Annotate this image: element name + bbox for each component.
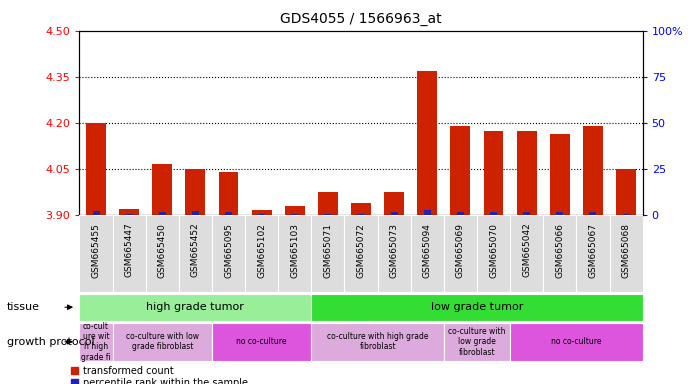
- Text: GSM665067: GSM665067: [589, 223, 598, 278]
- Text: co-culture with low
grade fibroblast: co-culture with low grade fibroblast: [126, 332, 199, 351]
- Bar: [490, 212, 497, 215]
- Bar: [192, 212, 199, 215]
- Text: tissue: tissue: [7, 302, 40, 312]
- Bar: [79, 323, 113, 361]
- Text: no co-culture: no co-culture: [236, 337, 287, 346]
- Bar: [345, 215, 377, 292]
- Bar: [292, 214, 299, 215]
- Bar: [252, 210, 272, 215]
- Bar: [278, 215, 312, 292]
- Bar: [444, 215, 477, 292]
- Bar: [225, 212, 232, 215]
- Bar: [510, 215, 543, 292]
- Bar: [318, 192, 338, 215]
- Text: GSM665071: GSM665071: [323, 223, 332, 278]
- Bar: [444, 323, 510, 361]
- Text: growth protocol: growth protocol: [7, 337, 95, 347]
- Bar: [616, 169, 636, 215]
- Bar: [79, 215, 113, 292]
- Bar: [86, 123, 106, 215]
- Text: co-culture with high grade
fibroblast: co-culture with high grade fibroblast: [327, 332, 428, 351]
- Bar: [377, 215, 410, 292]
- Text: GSM665095: GSM665095: [224, 223, 233, 278]
- Bar: [185, 169, 205, 215]
- Text: GSM665103: GSM665103: [290, 223, 299, 278]
- Bar: [410, 215, 444, 292]
- Bar: [212, 323, 312, 361]
- Text: GSM665068: GSM665068: [622, 223, 631, 278]
- Bar: [550, 134, 570, 215]
- Bar: [510, 323, 643, 361]
- Text: GDS4055 / 1566963_at: GDS4055 / 1566963_at: [281, 12, 442, 25]
- Bar: [312, 323, 444, 361]
- Bar: [351, 203, 371, 215]
- Bar: [457, 212, 464, 215]
- Bar: [312, 294, 643, 321]
- Bar: [126, 214, 133, 215]
- Text: GSM665069: GSM665069: [456, 223, 465, 278]
- Text: GSM665102: GSM665102: [257, 223, 266, 278]
- Text: co-cult
ure wit
h high
grade fi: co-cult ure wit h high grade fi: [81, 322, 111, 362]
- Bar: [543, 215, 576, 292]
- Bar: [609, 215, 643, 292]
- Bar: [113, 215, 146, 292]
- Bar: [384, 192, 404, 215]
- Text: GSM665455: GSM665455: [91, 223, 100, 278]
- Bar: [623, 214, 630, 215]
- Bar: [484, 131, 504, 215]
- Text: GSM665073: GSM665073: [390, 223, 399, 278]
- Bar: [312, 215, 345, 292]
- Bar: [258, 214, 265, 215]
- Bar: [159, 212, 166, 215]
- Bar: [218, 172, 238, 215]
- Text: co-culture with
low grade
fibroblast: co-culture with low grade fibroblast: [448, 327, 506, 357]
- Legend: transformed count, percentile rank within the sample: transformed count, percentile rank withi…: [70, 366, 248, 384]
- Bar: [357, 214, 365, 215]
- Text: high grade tumor: high grade tumor: [146, 302, 245, 312]
- Bar: [424, 210, 430, 215]
- Bar: [451, 126, 471, 215]
- Text: GSM665042: GSM665042: [522, 223, 531, 278]
- Text: low grade tumor: low grade tumor: [430, 302, 523, 312]
- Bar: [152, 164, 172, 215]
- Bar: [93, 212, 100, 215]
- Bar: [583, 126, 603, 215]
- Bar: [556, 212, 563, 215]
- Bar: [477, 215, 510, 292]
- Text: GSM665094: GSM665094: [423, 223, 432, 278]
- Bar: [517, 131, 537, 215]
- Bar: [390, 212, 397, 215]
- Bar: [245, 215, 278, 292]
- Bar: [523, 212, 530, 215]
- Bar: [79, 294, 312, 321]
- Bar: [417, 71, 437, 215]
- Text: GSM665070: GSM665070: [489, 223, 498, 278]
- Text: no co-culture: no co-culture: [551, 337, 602, 346]
- Bar: [285, 206, 305, 215]
- Bar: [120, 209, 139, 215]
- Text: GSM665450: GSM665450: [158, 223, 167, 278]
- Bar: [589, 212, 596, 215]
- Bar: [212, 215, 245, 292]
- Bar: [113, 323, 212, 361]
- Text: GSM665452: GSM665452: [191, 223, 200, 278]
- Bar: [179, 215, 212, 292]
- Text: GSM665447: GSM665447: [124, 223, 133, 278]
- Bar: [325, 214, 332, 215]
- Bar: [576, 215, 609, 292]
- Bar: [146, 215, 179, 292]
- Text: GSM665066: GSM665066: [556, 223, 565, 278]
- Text: GSM665072: GSM665072: [357, 223, 366, 278]
